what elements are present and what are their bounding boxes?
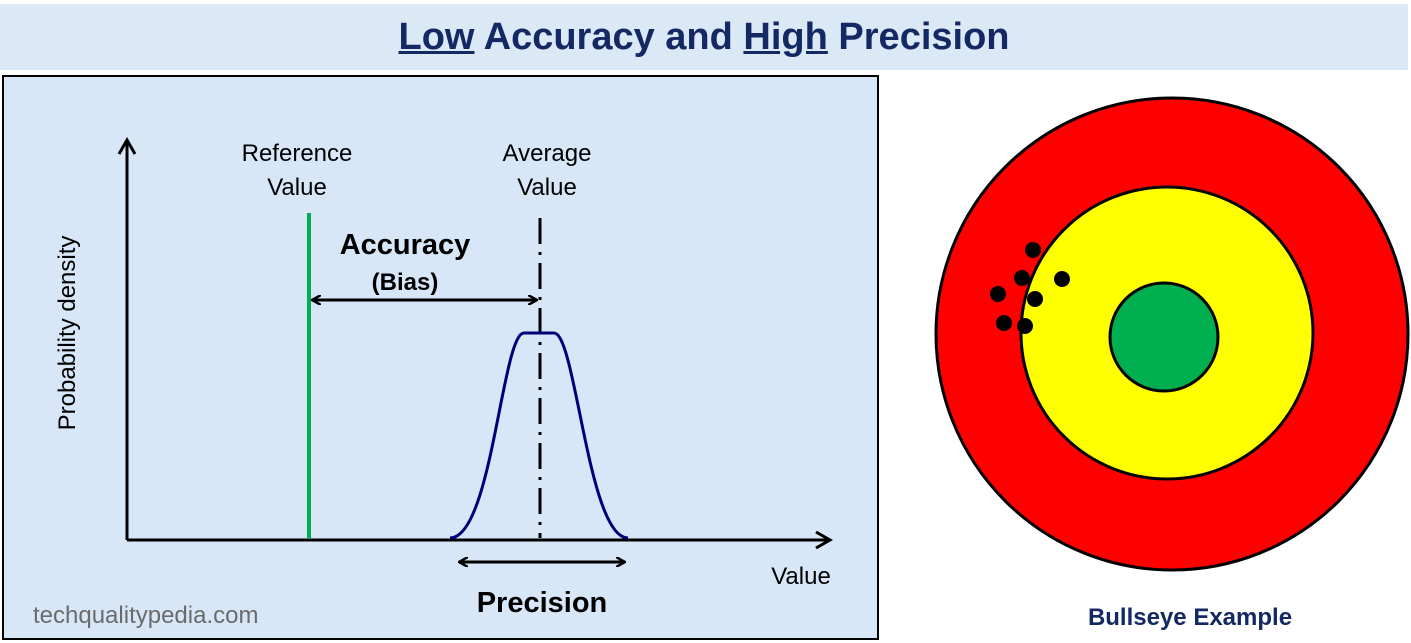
- shot: [990, 286, 1006, 302]
- reference-label: Reference: [242, 140, 353, 167]
- shot: [1017, 318, 1033, 334]
- shot: [1025, 242, 1041, 258]
- reference-label: Value: [267, 174, 327, 201]
- precision-label: Precision: [477, 587, 608, 619]
- density-curve: [449, 331, 629, 540]
- title-part: High: [743, 16, 828, 58]
- shot: [1027, 291, 1043, 307]
- average-label: Average: [503, 140, 592, 167]
- title-part: Precision: [838, 16, 1010, 58]
- bullseye-caption: Bullseye Example: [1088, 604, 1292, 631]
- center: [1108, 281, 1220, 393]
- y-axis-label: Probability density: [54, 236, 81, 431]
- watermark: techqualitypedia.com: [33, 602, 258, 629]
- density-panel: [2, 75, 879, 640]
- average-label: Value: [517, 174, 577, 201]
- title: Low Accuracy and High Precision: [0, 4, 1408, 70]
- shot: [996, 315, 1012, 331]
- shot: [1054, 271, 1070, 287]
- accuracy-label: Accuracy: [340, 229, 471, 261]
- bias-label: (Bias): [372, 269, 439, 296]
- shot: [1014, 270, 1030, 286]
- shots: [990, 242, 1070, 334]
- x-axis-label: Value: [771, 563, 831, 590]
- title-part: Accuracy and: [483, 16, 733, 58]
- title-part: Low: [398, 16, 475, 58]
